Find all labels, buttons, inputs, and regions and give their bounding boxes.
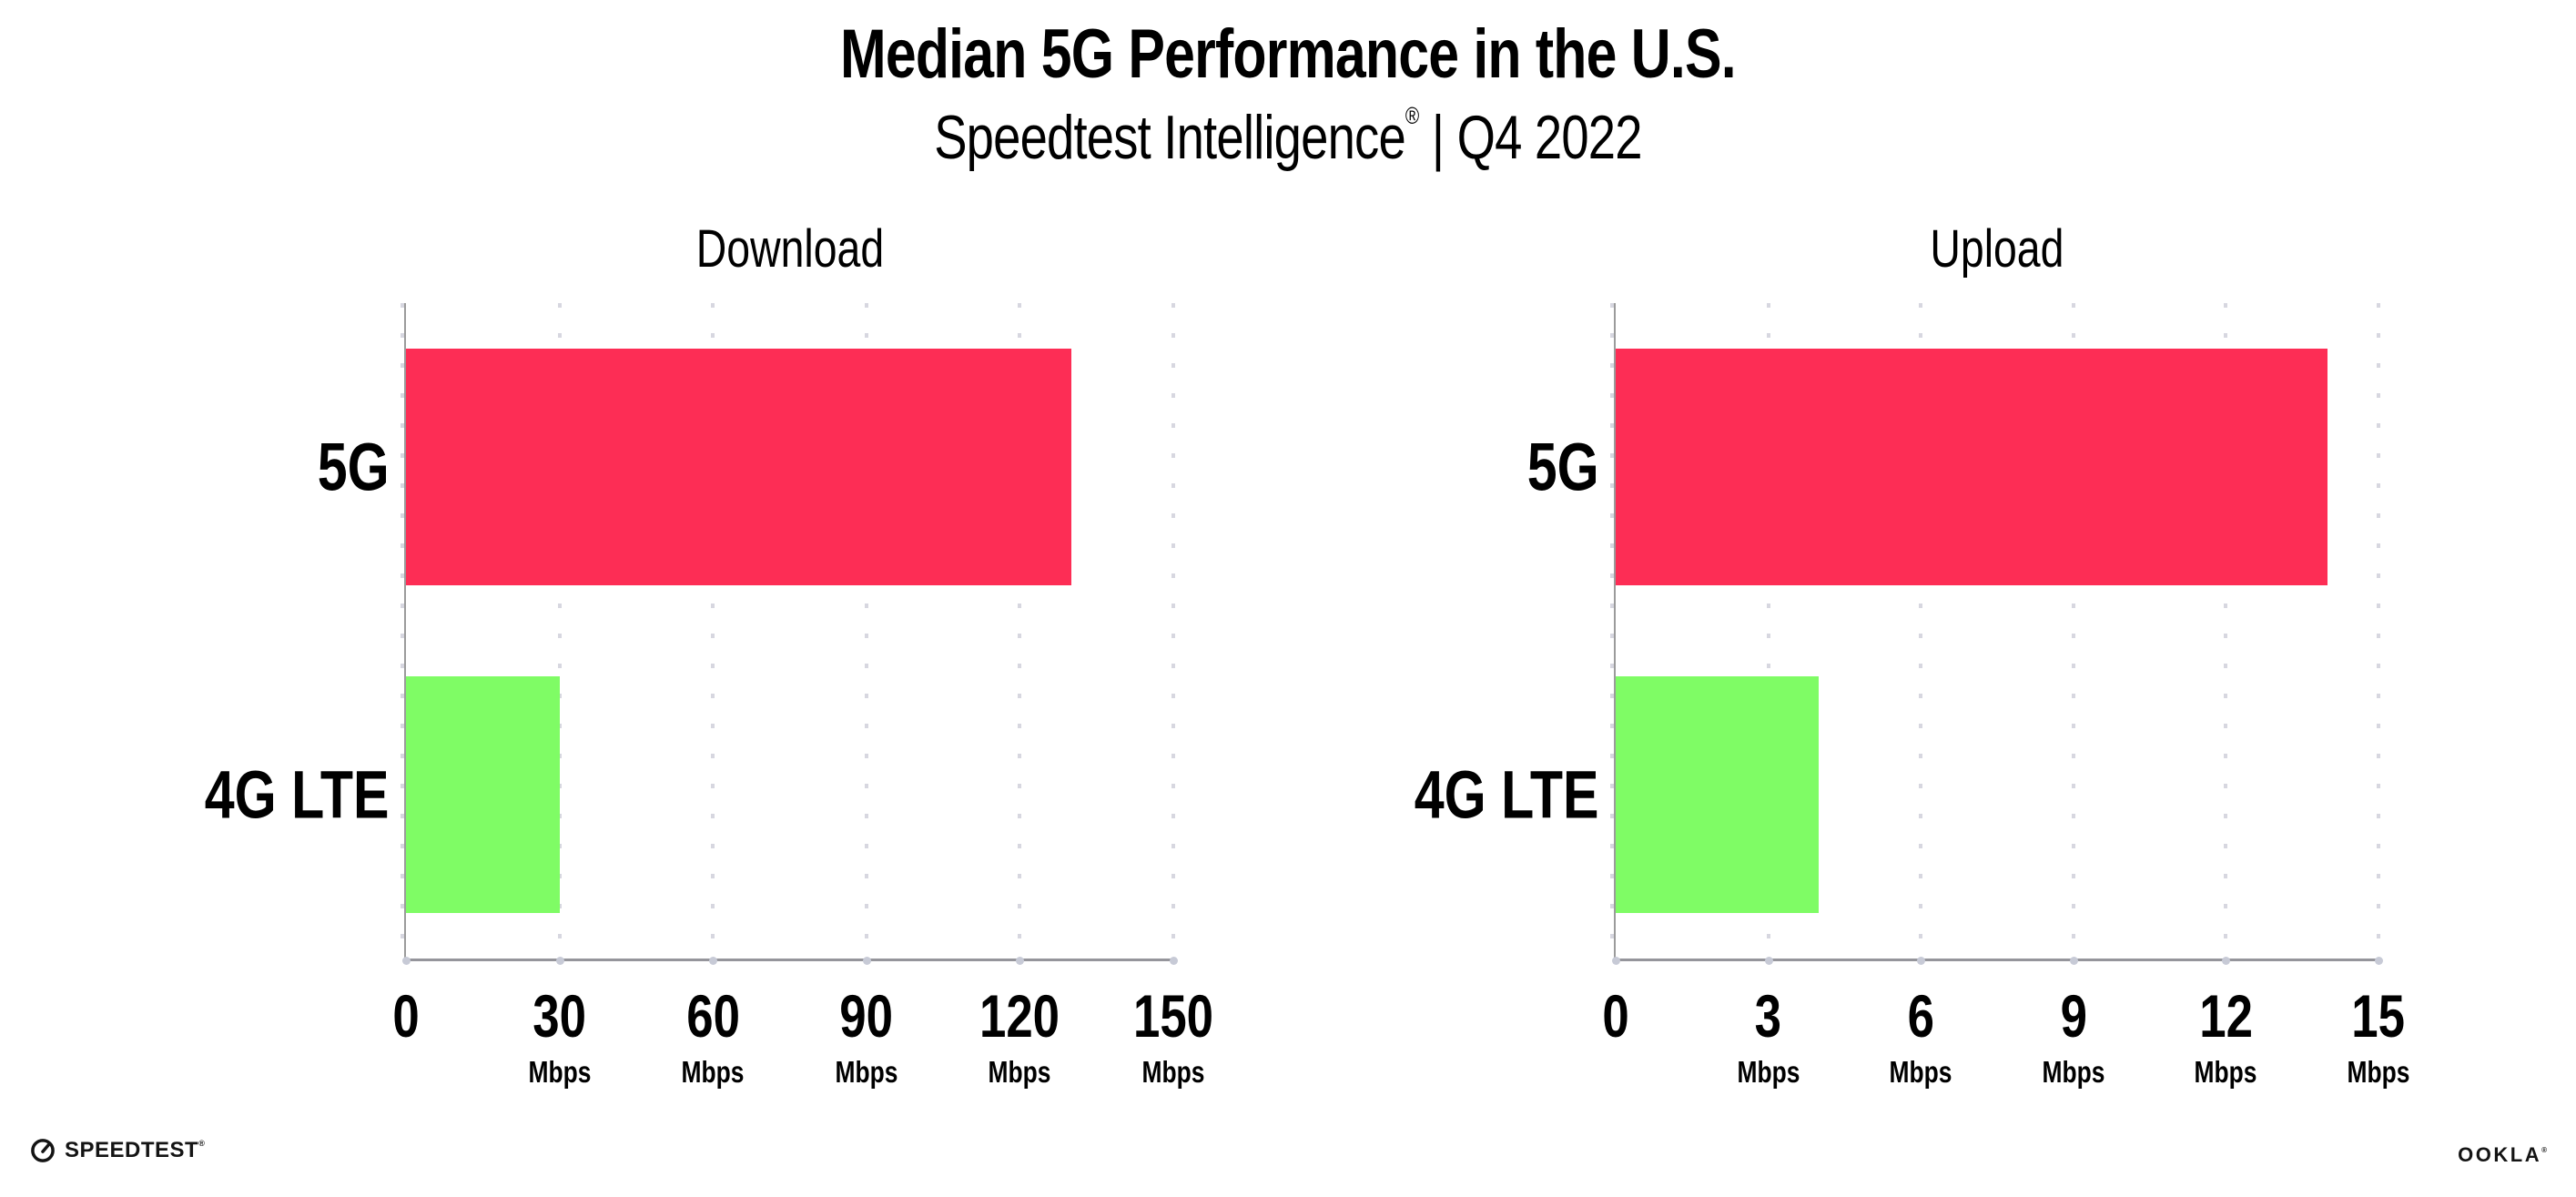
- bar-5g: [1616, 349, 2328, 585]
- gridline-0: [401, 303, 404, 959]
- x-tick-label-150: 150 Mbps: [1123, 986, 1223, 1087]
- x-tick-label-60: 60 Mbps: [674, 986, 752, 1087]
- gridline-12: [2224, 303, 2228, 959]
- x-tick-number: 150: [1132, 982, 1214, 1050]
- category-label-5g: 5G: [1509, 429, 1599, 506]
- x-tick-number: 90: [839, 982, 894, 1050]
- page-title-text: Median 5G Performance in the U.S.: [840, 15, 1737, 93]
- upload-chart-plot: Upload 0 3 Mbps 6 Mbps 9 Mbps 12 Mbps 15 Mbps 5G 4G …: [1415, 219, 2409, 1087]
- gridline-3: [1766, 303, 1770, 959]
- x-tick-unit: Mbps: [1889, 1055, 1952, 1089]
- x-tick-unit: Mbps: [2347, 1055, 2410, 1089]
- registered-mark: ®: [1405, 102, 1419, 129]
- axis-tick-dot-9: [2069, 957, 2078, 965]
- axis-tick-dot-0: [402, 957, 411, 965]
- download-chart-plot: Download 0 30 Mbps 60 Mbps 90 Mbps 120 Mbps 150 Mb…: [205, 219, 1213, 1087]
- x-tick-number: 120: [979, 982, 1060, 1050]
- ookla-registered-mark: ®: [2541, 1146, 2547, 1154]
- download-chart-title: Download: [406, 218, 1173, 279]
- gridline-90: [864, 303, 868, 959]
- subtitle-separator: |: [1431, 103, 1445, 172]
- page-title: Median 5G Performance in the U.S.: [0, 15, 2576, 94]
- speedtest-logo: SPEEDTEST®: [30, 1138, 205, 1163]
- x-tick-unit: Mbps: [835, 1055, 898, 1089]
- gridline-0: [1610, 303, 1614, 959]
- gridline-9: [2071, 303, 2075, 959]
- x-tick-unit: Mbps: [2194, 1055, 2257, 1089]
- x-tick-number: 3: [1754, 982, 1782, 1050]
- x-tick-label-30: 30 Mbps: [521, 986, 599, 1087]
- category-label-4g-lte: 4G LTE: [1368, 756, 1599, 834]
- category-label-4g-lte: 4G LTE: [158, 756, 390, 834]
- speedtest-registered-mark: ®: [198, 1139, 205, 1148]
- x-tick-number: 6: [1907, 982, 1934, 1050]
- speedtest-wordmark: SPEEDTEST®: [65, 1138, 205, 1163]
- axis-tick-dot-90: [862, 957, 871, 965]
- x-tick-unit: Mbps: [681, 1055, 745, 1089]
- axis-tick-dot-3: [1764, 957, 1773, 965]
- category-label-text: 5G: [1527, 429, 1599, 505]
- axis-tick-dot-60: [709, 957, 718, 965]
- gridline-60: [711, 303, 715, 959]
- x-tick-unit: Mbps: [528, 1055, 592, 1089]
- x-tick-label-0: 0: [1599, 986, 1633, 1046]
- x-tick-number: 12: [2199, 982, 2253, 1050]
- x-tick-label-120: 120 Mbps: [969, 986, 1070, 1087]
- x-tick-unit: Mbps: [1737, 1055, 1800, 1089]
- axis-tick-dot-0: [1612, 957, 1620, 965]
- x-tick-label-0: 0: [390, 986, 423, 1046]
- gridline-120: [1018, 303, 1022, 959]
- x-tick-unit: Mbps: [1141, 1055, 1205, 1089]
- axis-tick-dot-6: [1917, 957, 1926, 965]
- gridline-6: [1919, 303, 1923, 959]
- x-tick-number: 9: [2060, 982, 2087, 1050]
- category-label-text: 5G: [318, 429, 390, 505]
- x-tick-label-3: 3 Mbps: [1729, 986, 1808, 1087]
- x-tick-label-6: 6 Mbps: [1881, 986, 1960, 1087]
- x-tick-number: 30: [532, 982, 586, 1050]
- x-tick-unit: Mbps: [2042, 1055, 2105, 1089]
- gridline-30: [557, 303, 562, 959]
- axis-tick-dot-12: [2222, 957, 2231, 965]
- bar-4g-lte: [1616, 676, 1820, 913]
- ookla-wordmark-text: OOKLA: [2458, 1143, 2542, 1166]
- x-tick-unit: Mbps: [988, 1055, 1051, 1089]
- category-label-text: 4G LTE: [205, 756, 390, 833]
- x-tick-number: 15: [2351, 982, 2406, 1050]
- axis-tick-dot-120: [1016, 957, 1025, 965]
- gridline-150: [1171, 303, 1175, 959]
- upload-chart-title-text: Upload: [1930, 219, 2064, 279]
- axis-tick-dot-15: [2375, 957, 2383, 965]
- x-tick-number: 0: [1602, 982, 1629, 1050]
- x-tick-label-9: 9 Mbps: [2034, 986, 2113, 1087]
- axis-tick-dot-150: [1170, 957, 1178, 965]
- speedtest-wordmark-text: SPEEDTEST: [65, 1138, 199, 1162]
- subtitle-brand: Speedtest Intelligence: [934, 103, 1406, 172]
- upload-chart-title: Upload: [1616, 218, 2378, 279]
- x-tick-number: 0: [392, 982, 420, 1050]
- bar-4g-lte: [406, 676, 560, 913]
- x-tick-number: 60: [685, 982, 740, 1050]
- x-tick-label-90: 90 Mbps: [827, 986, 906, 1087]
- ookla-logo: OOKLA®: [2458, 1143, 2547, 1167]
- x-tick-label-12: 12 Mbps: [2186, 986, 2265, 1087]
- subtitle-period: Q4 2022: [1456, 103, 1643, 172]
- category-label-5g: 5G: [299, 429, 390, 506]
- gridline-15: [2377, 303, 2380, 959]
- page-subtitle: Speedtest Intelligence® | Q4 2022: [0, 102, 2576, 173]
- speedtest-gauge-icon: [31, 1139, 55, 1162]
- page-subtitle-text: Speedtest Intelligence® | Q4 2022: [934, 102, 1642, 173]
- x-tick-label-15: 15 Mbps: [2339, 986, 2418, 1087]
- category-label-text: 4G LTE: [1415, 756, 1599, 833]
- download-chart-title-text: Download: [695, 219, 884, 279]
- bar-5g: [406, 349, 1071, 585]
- axis-tick-dot-30: [555, 957, 564, 965]
